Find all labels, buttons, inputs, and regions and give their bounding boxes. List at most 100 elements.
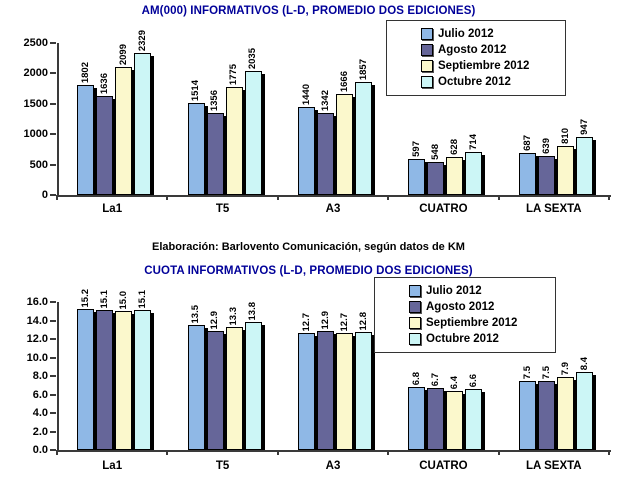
bar-unit: 15.1 [134,290,155,450]
category-label: LA SEXTA [526,203,582,215]
bar [298,107,319,195]
bar [115,311,136,450]
bar-value-label: 2329 [136,29,148,51]
bar-group-t5: 1514 1356 1775 2035 [169,43,279,195]
bar-value-label: 6.6 [468,373,480,387]
bar-value-label: 13.8 [247,301,259,321]
y-tick-label: 2.0 [32,425,48,438]
bar [225,327,246,450]
legend-item: Julio 2012 [409,283,549,299]
bar [336,333,357,450]
legend-item: Octubre 2012 [409,331,549,347]
bar-unit: 7.9 [556,362,577,450]
y-tick-mark [50,163,56,166]
bar-unit: 1636 [96,73,117,195]
y-tick-mark [50,102,56,105]
legend-label: Septiembre 2012 [426,317,518,329]
bar-unit: 548 [427,144,448,195]
bar-unit: 7.5 [518,366,539,450]
bar-value-label: 687 [521,135,533,151]
bar [537,156,558,195]
bar [355,332,376,450]
bar-unit: 639 [537,138,558,195]
bar-value-label: 1802 [79,61,91,83]
legend-label: Julio 2012 [426,285,482,297]
bar-group-cuatro: 6.8 6.7 6.4 6.6 [390,302,500,450]
bar-value-label: 2099 [117,43,129,65]
bar-value-label: 12.9 [209,310,221,330]
bar-unit: 15.2 [77,289,98,450]
y-tick-mark [50,393,56,396]
bar-value-label: 8.4 [578,356,590,370]
bar [115,67,136,195]
category-label: T5 [215,460,230,472]
y-tick-mark [50,375,56,377]
bar-unit: 1857 [355,59,376,195]
bar-value-label: 1356 [209,89,221,111]
category-axis: La1 T5 A3 CUATRO LA SEXTA [57,203,609,215]
bar-unit: 1802 [77,61,98,195]
bar [537,381,558,450]
category-label: A3 [325,203,341,215]
am-informativos-chart: AM(000) INFORMATIVOS (L-D, PROMEDIO DOS … [0,0,617,240]
y-tick-label: 0 [41,189,48,201]
x-tick-mark [497,195,500,200]
bar-unit: 687 [518,135,539,195]
chart-title: CUOTA INFORMATIVOS (L-D, PROMEDIO DOS ED… [144,265,473,277]
bar [134,310,155,450]
chart-title: AM(000) INFORMATIVOS (L-D, PROMEDIO DOS … [141,5,476,17]
category-label: A3 [325,460,341,472]
y-tick-mark [50,449,56,451]
cuota-informativos-chart: CUOTA INFORMATIVOS (L-D, PROMEDIO DOS ED… [0,262,617,484]
category-label: La1 [102,460,123,472]
bar-value-label: 12.9 [319,310,331,330]
bar [77,85,98,195]
bar [317,113,338,195]
bar-unit: 1514 [187,79,208,195]
bar [575,137,596,195]
bar-group-la1: 1802 1636 2099 2329 [59,30,169,195]
x-tick-mark [387,195,390,200]
bar-unit: 12.9 [206,310,227,450]
bar-value-label: 12.8 [357,311,369,331]
legend-color-swatch [421,44,433,56]
bar-group-a3: 1440 1342 1666 1857 [280,43,390,195]
x-tick-mark [56,450,58,455]
bar-unit: 947 [575,119,596,195]
bar-unit: 13.8 [244,301,265,450]
bar [187,325,208,450]
y-tick-label: 16.0 [26,296,48,308]
x-tick-mark [166,195,169,200]
bar [465,152,486,195]
bar [408,159,429,195]
x-tick-mark [276,195,279,200]
category-label: LA SEXTA [526,460,582,472]
bar-value-label: 1775 [228,63,240,85]
bar-unit: 2035 [244,47,265,195]
y-tick-mark [50,430,56,433]
plot-area: 15.2 15.1 15.0 15.1 13.5 12.9 13.3 13.8 12.7 12.9… [57,289,611,452]
bar [408,387,429,450]
category-axis: La1 T5 A3 CUATRO LA SEXTA [57,460,609,472]
bar [317,331,338,450]
x-tick-mark [56,195,58,200]
y-tick-mark [50,356,56,359]
y-tick-label: 0.0 [32,444,48,456]
bar [556,146,577,195]
legend-color-swatch [421,28,433,40]
legend-label: Agosto 2012 [438,44,507,56]
bar-value-label: 1514 [190,79,202,101]
source-note: Elaboración: Barlovento Comunicación, se… [152,241,465,253]
bar [336,94,357,195]
bar-unit: 597 [408,141,429,195]
bar-unit: 1440 [298,84,319,195]
bar [575,372,596,450]
category-label: La1 [102,203,123,215]
bar-value-label: 2035 [247,47,259,69]
bar-value-label: 1342 [319,89,331,111]
y-tick-label: 2000 [23,67,48,80]
bar [96,96,117,195]
y-tick-mark [50,194,56,196]
y-tick-label: 6.0 [32,388,48,401]
